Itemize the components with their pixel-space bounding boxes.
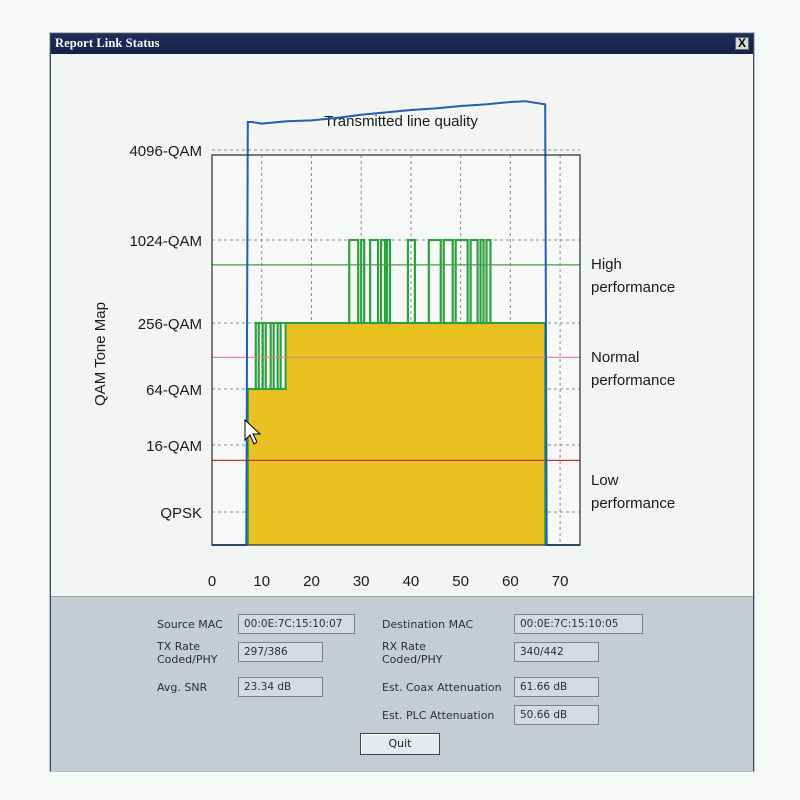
y-tick-label: 1024-QAM — [129, 233, 202, 250]
capacity-line — [212, 100, 580, 546]
rx-rate-label: RX Rate Coded/PHY — [382, 640, 442, 666]
coax-attenuation-label: Est. Coax Attenuation — [382, 681, 502, 694]
coax-attenuation-field: 61.66 dB — [514, 677, 599, 697]
y-tick-label: 256-QAM — [138, 316, 202, 333]
x-tick-label: 60 — [502, 573, 519, 590]
rx-rate-field: 340/442 — [514, 642, 599, 662]
threshold-label-line1: Low — [591, 472, 619, 489]
tx-rate-label: TX Rate Coded/PHY — [157, 640, 217, 666]
destination-mac-label: Destination MAC — [382, 618, 474, 631]
tone-map-chart: Transmitted line qualityFreq(MHz)QAM Ton… — [92, 100, 675, 590]
tx-rate-label-line2: Coded/PHY — [157, 653, 218, 666]
source-mac-label: Source MAC — [157, 618, 223, 631]
y-axis-label: QAM Tone Map — [92, 302, 109, 406]
x-tick-label: 20 — [303, 573, 320, 590]
quit-button[interactable]: Quit — [360, 733, 440, 755]
threshold-label-line1: High — [591, 256, 622, 273]
destination-mac-field: 00:0E:7C:15:10:05 — [514, 614, 643, 634]
x-tick-label: 10 — [253, 573, 270, 590]
y-tick-label: 4096-QAM — [129, 143, 202, 160]
rx-rate-label-line2: Coded/PHY — [382, 653, 443, 666]
chart-title: Transmitted line quality — [324, 113, 478, 130]
tx-rate-label-line1: TX Rate — [157, 640, 200, 653]
avg-snr-field: 23.34 dB — [238, 677, 323, 697]
x-tick-label: 0 — [208, 573, 216, 590]
x-tick-label: 30 — [353, 573, 370, 590]
y-tick-label: 16-QAM — [146, 438, 202, 455]
avg-snr-label: Avg. SNR — [157, 681, 208, 694]
tone-fill-segment — [247, 389, 252, 545]
report-link-status-window: Report Link Status X Transmitted line qu… — [50, 33, 754, 771]
rx-rate-label-line1: RX Rate — [382, 640, 426, 653]
plc-attenuation-field: 50.66 dB — [514, 705, 599, 725]
source-mac-field: 00:0E:7C:15:10:07 — [238, 614, 355, 634]
mouse-pointer-icon — [244, 418, 262, 445]
window-title: Report Link Status — [55, 36, 160, 50]
link-details-panel: Source MAC 00:0E:7C:15:10:07 Destination… — [51, 596, 753, 771]
y-tick-label: QPSK — [160, 505, 202, 522]
close-button[interactable]: X — [735, 37, 749, 50]
tone-fill-segment — [285, 323, 546, 545]
threshold-label-line1: Normal — [591, 349, 639, 366]
tx-rate-field: 297/386 — [238, 642, 323, 662]
threshold-label-line2: performance — [591, 279, 675, 296]
plot-frame — [211, 154, 581, 546]
plc-attenuation-label: Est. PLC Attenuation — [382, 709, 495, 722]
chart-area: Transmitted line qualityFreq(MHz)QAM Ton… — [51, 54, 753, 626]
threshold-label-line2: performance — [591, 495, 675, 512]
y-tick-label: 64-QAM — [146, 382, 202, 399]
x-tick-label: 70 — [552, 573, 569, 590]
title-bar[interactable]: Report Link Status X — [51, 34, 753, 54]
x-tick-label: 50 — [452, 573, 469, 590]
x-tick-label: 40 — [403, 573, 420, 590]
tone-fill-segment — [251, 389, 286, 545]
threshold-label-line2: performance — [591, 372, 675, 389]
